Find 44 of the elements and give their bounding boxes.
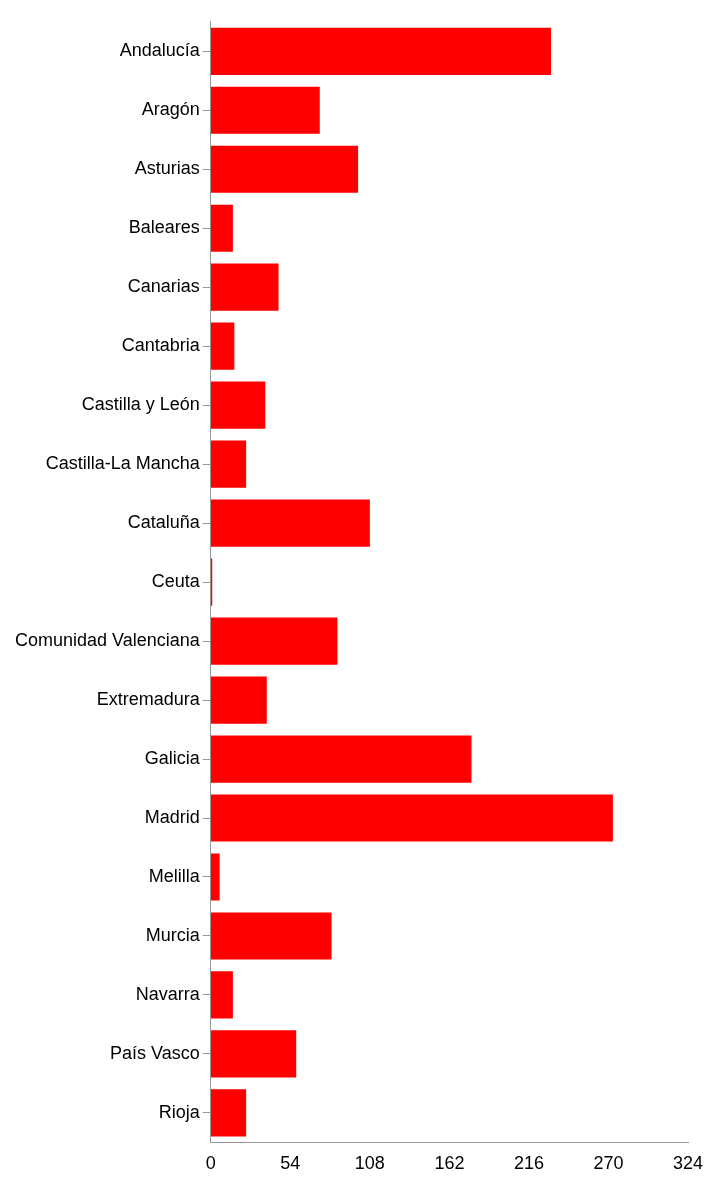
bar [210,440,247,488]
bar [210,263,279,311]
bar [210,1030,297,1078]
y-tick-label: Galicia [144,748,201,769]
y-tick-label: Cataluña [127,512,201,533]
y-tick-label: Aragón [141,99,200,120]
y-tick-label: Rioja [158,1101,201,1122]
bar [210,912,332,960]
bar [210,794,613,842]
bar [210,381,266,429]
x-tick-label: 216 [513,1153,544,1174]
x-tick-label: 270 [593,1153,624,1174]
y-tick-label: País Vasco [110,1042,200,1063]
bar [210,86,320,134]
bar [210,971,233,1019]
bar [210,853,220,901]
bar [210,499,370,547]
y-tick-label: Castilla-La Mancha [45,453,201,474]
y-tick-label: Asturias [134,158,200,179]
y-tick-label: Ceuta [151,571,201,592]
y-tick-label: Murcia [145,924,201,945]
x-tick-label: 108 [354,1153,385,1174]
bar [210,1089,247,1137]
bar [210,145,359,193]
y-tick-label: Andalucía [119,40,201,61]
bar [210,735,472,783]
bar [210,617,338,665]
y-tick-label: Baleares [128,217,200,238]
y-tick-label: Madrid [144,806,200,827]
x-tick-label: 54 [280,1153,301,1174]
x-tick-label: 162 [434,1153,465,1174]
x-tick-label: 0 [205,1153,216,1174]
y-tick-label: Cantabria [121,335,201,356]
y-tick-label: Extremadura [96,689,201,710]
x-tick-label: 324 [672,1153,704,1174]
y-tick-label: Comunidad Valenciana [14,630,201,651]
bar [210,204,233,252]
y-tick-label: Canarias [127,276,200,297]
bar [210,676,267,724]
y-tick-label: Melilla [148,865,201,886]
bar [210,27,552,75]
y-tick-label: Castilla y León [81,394,200,415]
bar [210,322,235,370]
y-tick-label: Navarra [135,983,201,1004]
